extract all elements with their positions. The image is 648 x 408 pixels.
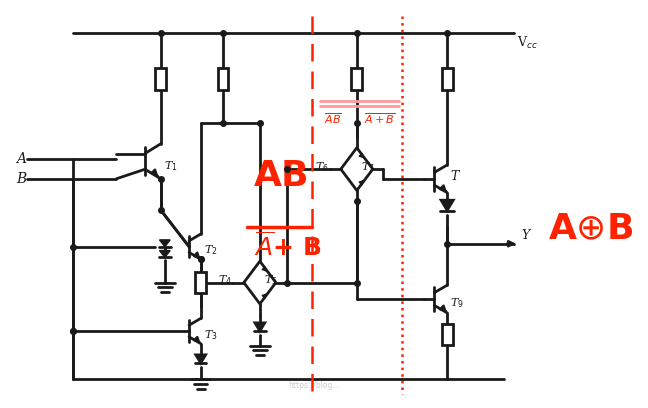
Text: T$_2$: T$_2$	[203, 244, 217, 257]
Polygon shape	[441, 200, 454, 211]
Text: T$_5$: T$_5$	[264, 274, 277, 288]
Bar	[218, 68, 228, 90]
Text: T$_4$: T$_4$	[218, 274, 232, 288]
Text: T$_3$: T$_3$	[203, 328, 217, 342]
Text: A: A	[16, 153, 27, 166]
Text: A$\oplus$B: A$\oplus$B	[548, 212, 633, 246]
Text: $\overline{AB}$: $\overline{AB}$	[324, 111, 341, 126]
Text: $\overline{A+B}$: $\overline{A+B}$	[364, 111, 395, 126]
Bar	[351, 68, 362, 90]
Text: https://blog...: https://blog...	[288, 381, 340, 390]
Text: V$_{cc}$: V$_{cc}$	[517, 35, 538, 51]
Text: T$_7$: T$_7$	[361, 160, 375, 174]
Bar	[196, 272, 206, 293]
Text: Y: Y	[522, 229, 530, 242]
Text: T$_6$: T$_6$	[315, 160, 329, 174]
Text: AB: AB	[253, 159, 309, 193]
Bar	[442, 68, 452, 90]
Text: T$_9$: T$_9$	[450, 296, 464, 310]
Text: $\overline{A}$+ B: $\overline{A}$+ B	[254, 232, 321, 261]
Polygon shape	[196, 355, 206, 364]
Text: T: T	[450, 171, 459, 183]
Text: B: B	[16, 172, 27, 186]
Bar	[156, 68, 166, 90]
Polygon shape	[159, 240, 170, 247]
Polygon shape	[159, 251, 170, 257]
Text: T$_1$: T$_1$	[164, 159, 178, 173]
Bar	[442, 324, 452, 345]
Polygon shape	[255, 323, 265, 331]
